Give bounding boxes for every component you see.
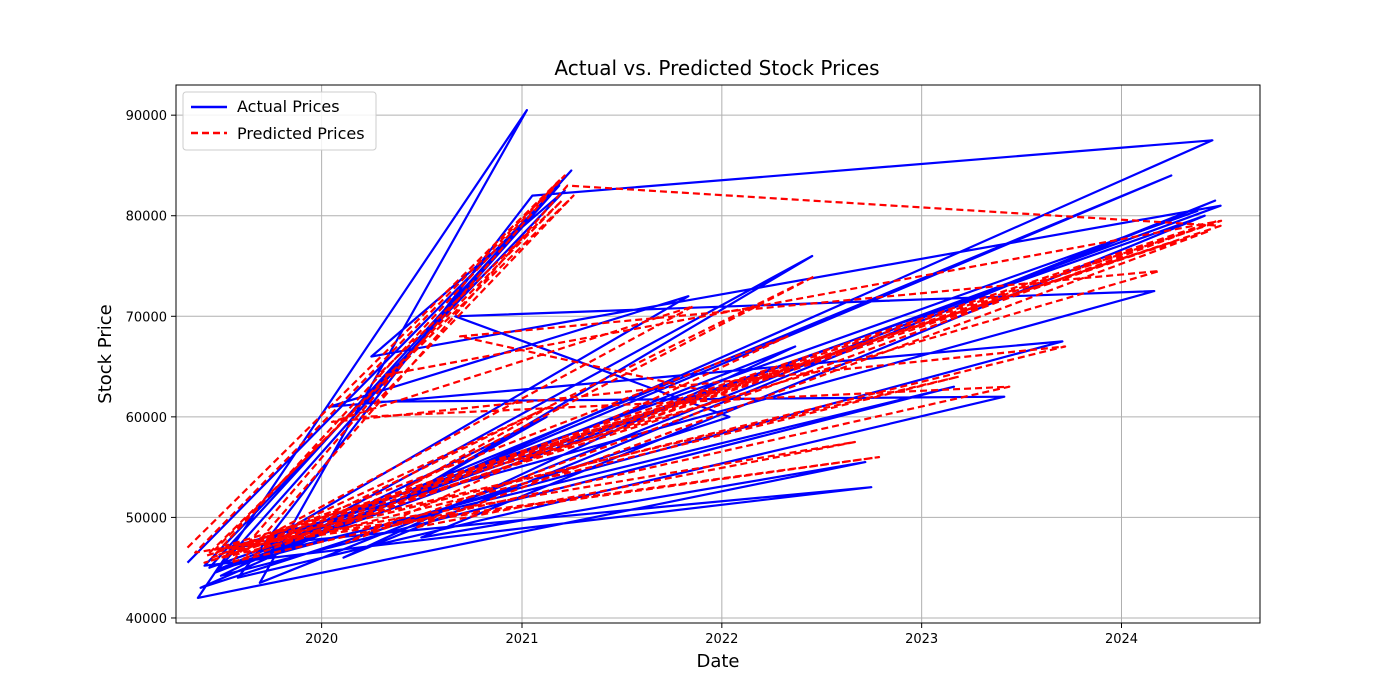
y-tick-label: 60000 xyxy=(126,411,167,426)
legend: Actual Prices Predicted Prices xyxy=(182,91,377,151)
x-axis-label: Date xyxy=(696,651,739,672)
x-tick-label: 2023 xyxy=(905,632,938,647)
x-tick-label: 2021 xyxy=(505,632,538,647)
plot-frame xyxy=(175,84,1261,624)
y-tick-label: 70000 xyxy=(126,310,167,325)
y-axis-ticks: 40000 50000 60000 70000 80000 90000 xyxy=(126,109,176,627)
y-tick-label: 40000 xyxy=(126,612,167,627)
legend-box xyxy=(182,91,377,151)
y-tick-label: 80000 xyxy=(126,210,167,225)
legend-label-actual: Actual Prices xyxy=(237,97,340,116)
x-tick-label: 2022 xyxy=(705,632,738,647)
series-layer xyxy=(186,108,1223,600)
x-axis-ticks: 2020 2021 2022 2023 2024 xyxy=(305,623,1138,647)
legend-label-predicted: Predicted Prices xyxy=(237,124,365,143)
y-tick-label: 90000 xyxy=(126,109,167,124)
series-line-actual xyxy=(186,108,1222,600)
chart-title: Actual vs. Predicted Stock Prices xyxy=(554,56,879,80)
x-tick-label: 2024 xyxy=(1105,632,1138,647)
y-axis-label: Stock Price xyxy=(95,304,116,403)
series-line-predicted xyxy=(186,174,1223,564)
x-tick-label: 2020 xyxy=(305,632,338,647)
y-tick-label: 50000 xyxy=(126,511,167,526)
